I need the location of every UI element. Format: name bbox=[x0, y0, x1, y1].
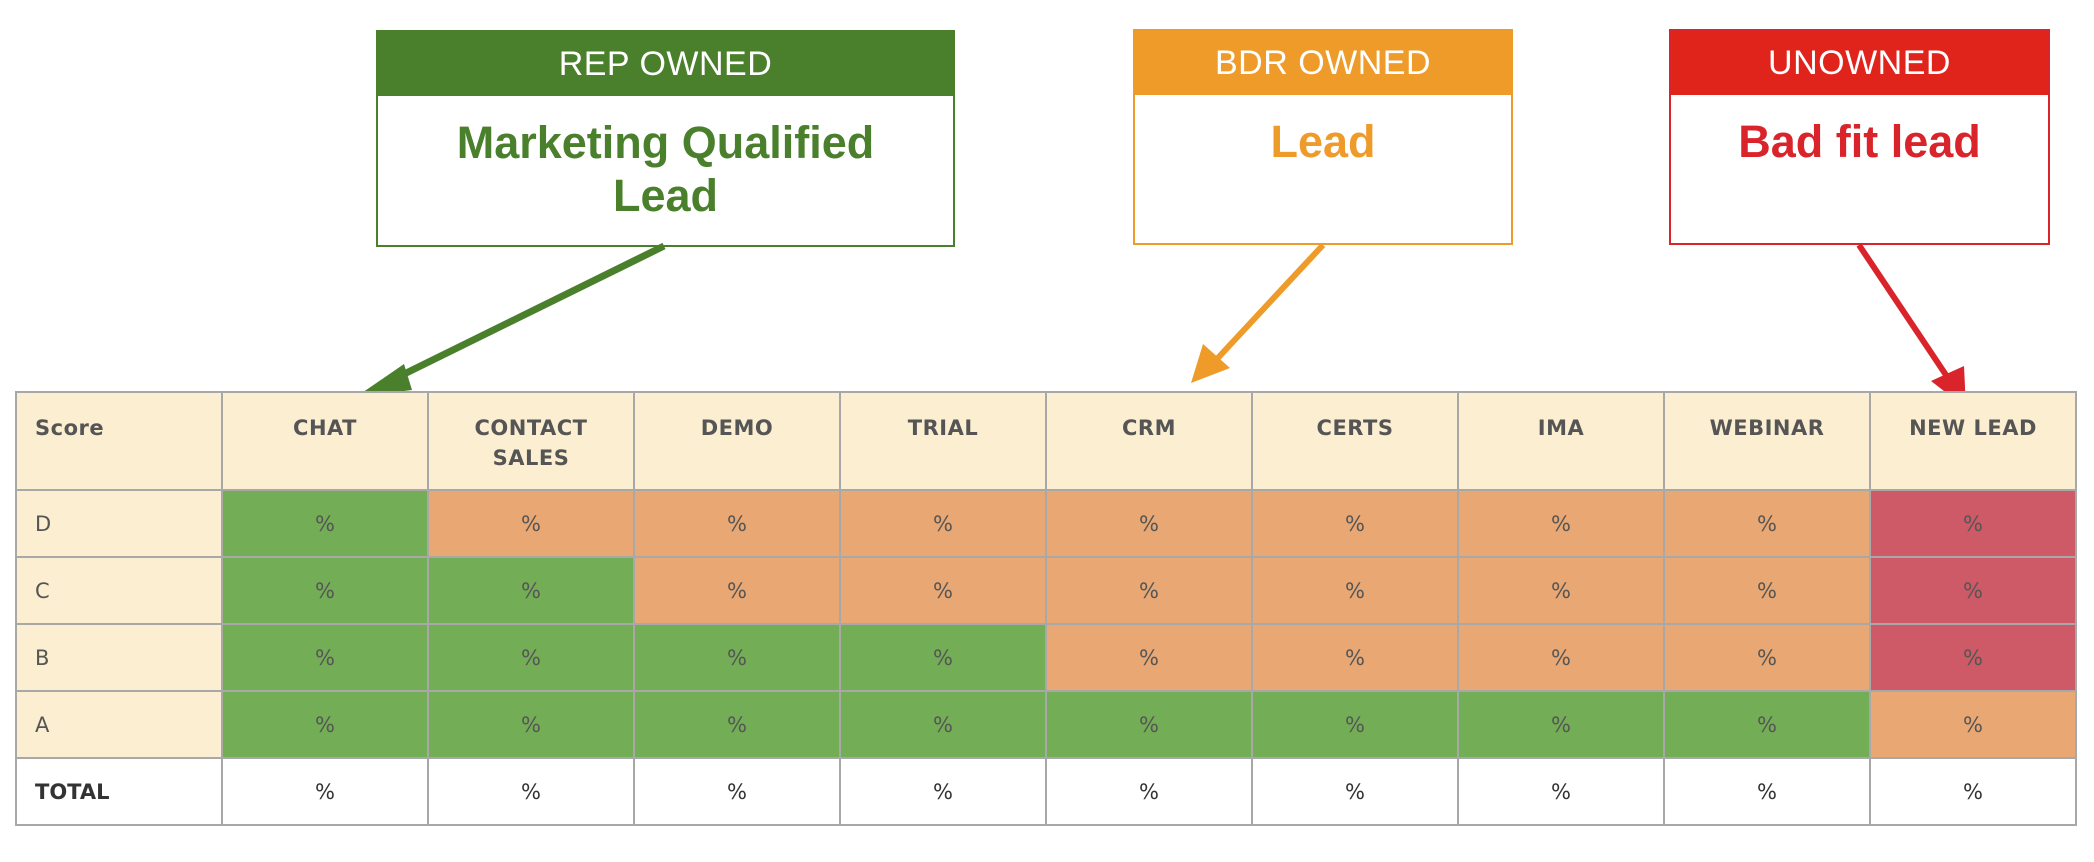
column-header-webinar: WEBINAR bbox=[1663, 391, 1871, 491]
total-cell: % bbox=[1045, 757, 1253, 826]
table-cell: % bbox=[839, 556, 1047, 625]
column-header-new-lead: NEW LEAD bbox=[1869, 391, 2077, 491]
table-cell: % bbox=[221, 690, 429, 759]
table-cell: % bbox=[221, 623, 429, 692]
table-cell: % bbox=[1045, 556, 1253, 625]
rep-owned-header: REP OWNED bbox=[378, 32, 953, 96]
table-cell: % bbox=[1869, 489, 2077, 558]
table-cell: % bbox=[633, 489, 841, 558]
table-cell: % bbox=[1457, 489, 1665, 558]
column-header-trial: TRIAL bbox=[839, 391, 1047, 491]
table-cell: % bbox=[221, 489, 429, 558]
row-label: D bbox=[15, 489, 223, 558]
table-cell: % bbox=[633, 623, 841, 692]
row-label: C bbox=[15, 556, 223, 625]
table-cell: % bbox=[1663, 556, 1871, 625]
rep-owned-title-line2: Lead bbox=[612, 170, 718, 221]
table-cell: % bbox=[1457, 690, 1665, 759]
column-header-chat: CHAT bbox=[221, 391, 429, 491]
table-cell: % bbox=[1045, 489, 1253, 558]
total-cell: % bbox=[1251, 757, 1459, 826]
column-header-crm: CRM bbox=[1045, 391, 1253, 491]
table-cell: % bbox=[1045, 690, 1253, 759]
table-cell: % bbox=[839, 489, 1047, 558]
score-row-d: D%%%%%%%%% bbox=[15, 489, 2077, 558]
column-header-label: TRIAL bbox=[907, 416, 979, 440]
table-cell: % bbox=[839, 690, 1047, 759]
total-label: TOTAL bbox=[15, 757, 223, 826]
score-table: Score CHAT CONTACT SALES DEMO TRIAL CRM C… bbox=[15, 391, 2077, 826]
total-cell: % bbox=[1457, 757, 1665, 826]
unowned-callout: UNOWNED Bad fit lead bbox=[1669, 29, 2050, 245]
row-label: A bbox=[15, 690, 223, 759]
table-cell: % bbox=[1869, 690, 2077, 759]
total-cell: % bbox=[633, 757, 841, 826]
table-cell: % bbox=[1251, 556, 1459, 625]
column-header-label: CERTS bbox=[1316, 416, 1394, 440]
total-row: TOTAL%%%%%%%%% bbox=[15, 757, 2077, 826]
table-cell: % bbox=[427, 690, 635, 759]
bdr-owned-callout: BDR OWNED Lead bbox=[1133, 29, 1513, 245]
column-header-demo: DEMO bbox=[633, 391, 841, 491]
table-cell: % bbox=[1869, 623, 2077, 692]
column-header-label: CONTACT bbox=[474, 416, 588, 440]
row-label: B bbox=[15, 623, 223, 692]
table-cell: % bbox=[633, 690, 841, 759]
column-header-label: CRM bbox=[1122, 416, 1176, 440]
bdr-owned-header: BDR OWNED bbox=[1135, 31, 1511, 95]
total-cell: % bbox=[839, 757, 1047, 826]
table-cell: % bbox=[1663, 489, 1871, 558]
rep-owned-arrow bbox=[356, 242, 666, 397]
column-header-contact-sales: CONTACT SALES bbox=[427, 391, 635, 491]
table-cell: % bbox=[1663, 623, 1871, 692]
column-header-label-2: SALES bbox=[492, 446, 570, 470]
score-row-b: B%%%%%%%%% bbox=[15, 623, 2077, 692]
bdr-owned-arrow bbox=[1191, 242, 1326, 383]
score-header: Score bbox=[15, 391, 223, 491]
table-cell: % bbox=[1869, 556, 2077, 625]
column-header-label: WEBINAR bbox=[1709, 416, 1825, 440]
table-cell: % bbox=[427, 556, 635, 625]
column-header-certs: CERTS bbox=[1251, 391, 1459, 491]
column-header-label: IMA bbox=[1537, 416, 1585, 440]
total-cell: % bbox=[427, 757, 635, 826]
column-header-label: DEMO bbox=[700, 416, 774, 440]
unowned-title: Bad fit lead bbox=[1738, 116, 1981, 167]
table-cell: % bbox=[1663, 690, 1871, 759]
total-cell: % bbox=[1869, 757, 2077, 826]
column-header-ima: IMA bbox=[1457, 391, 1665, 491]
table-cell: % bbox=[1045, 623, 1253, 692]
table-cell: % bbox=[1457, 623, 1665, 692]
score-row-a: A%%%%%%%%% bbox=[15, 690, 2077, 759]
table-cell: % bbox=[633, 556, 841, 625]
unowned-header: UNOWNED bbox=[1671, 31, 2048, 95]
rep-owned-callout: REP OWNED Marketing Qualified Lead bbox=[376, 30, 955, 247]
table-cell: % bbox=[221, 556, 429, 625]
table-cell: % bbox=[1457, 556, 1665, 625]
total-cell: % bbox=[221, 757, 429, 826]
table-cell: % bbox=[839, 623, 1047, 692]
table-cell: % bbox=[1251, 690, 1459, 759]
table-cell: % bbox=[427, 489, 635, 558]
bdr-owned-title: Lead bbox=[1270, 116, 1376, 167]
column-header-label: CHAT bbox=[293, 416, 357, 440]
score-row-c: C%%%%%%%%% bbox=[15, 556, 2077, 625]
total-cell: % bbox=[1663, 757, 1871, 826]
table-cell: % bbox=[427, 623, 635, 692]
rep-owned-title: Marketing Qualified Lead bbox=[378, 96, 953, 245]
unowned-arrow bbox=[1856, 243, 1966, 408]
table-cell: % bbox=[1251, 623, 1459, 692]
rep-owned-title-line1: Marketing Qualified bbox=[456, 117, 875, 168]
header-row: Score CHAT CONTACT SALES DEMO TRIAL CRM C… bbox=[15, 391, 2077, 491]
table-cell: % bbox=[1251, 489, 1459, 558]
column-header-label: NEW LEAD bbox=[1909, 416, 2037, 440]
